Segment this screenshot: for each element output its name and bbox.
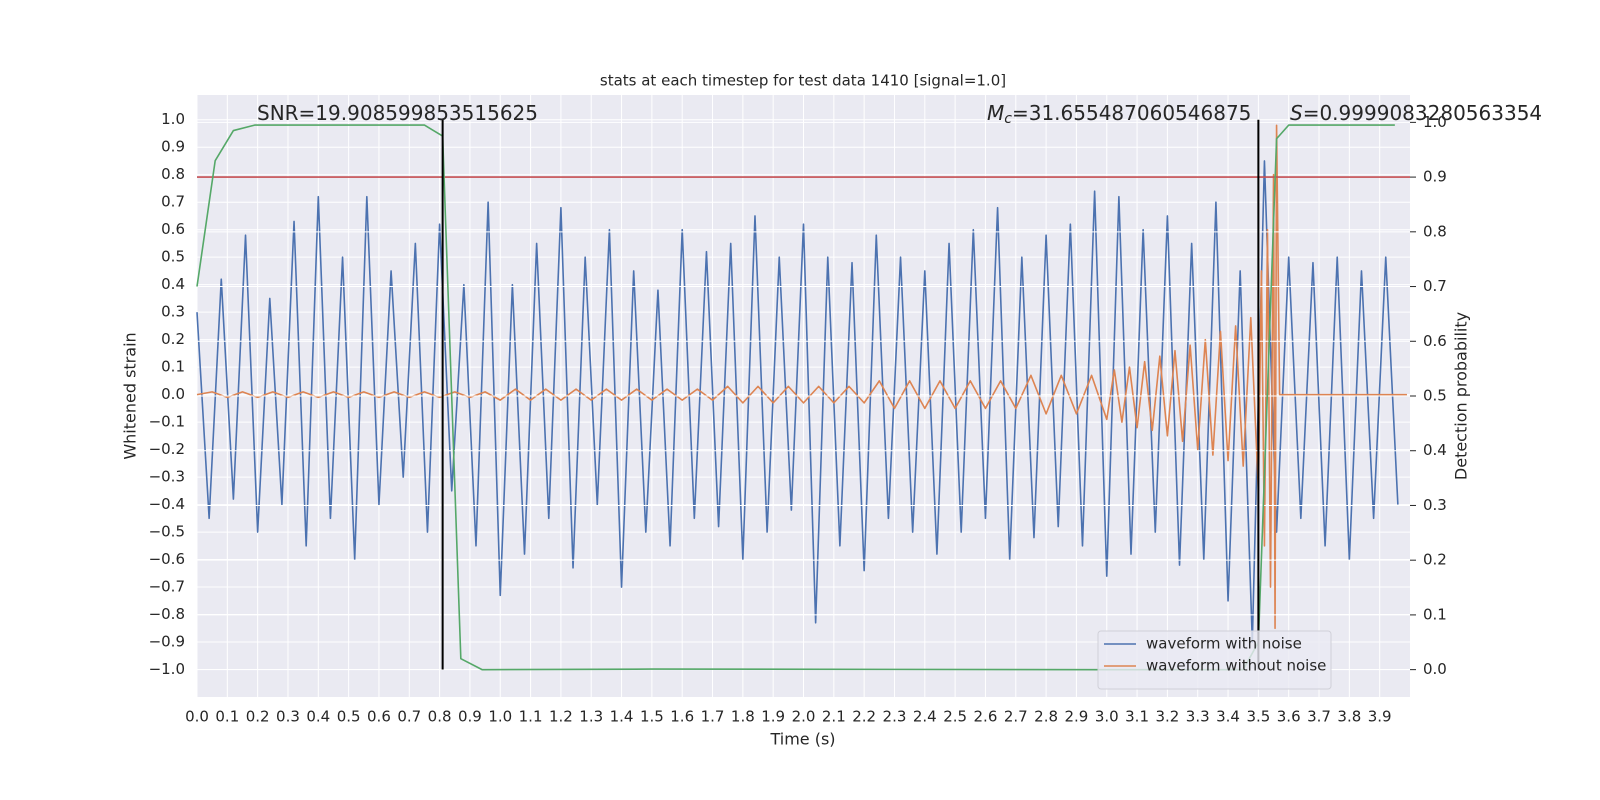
- x-tick-label: 2.5: [943, 708, 967, 726]
- x-tick-label: 3.9: [1368, 708, 1392, 726]
- x-tick-label: 3.4: [1216, 708, 1240, 726]
- x-tick-label: 2.8: [1034, 708, 1058, 726]
- x-tick-label: 3.0: [1095, 708, 1119, 726]
- x-tick-label: 2.6: [974, 708, 998, 726]
- y-tick-label: 0.1: [161, 358, 185, 376]
- x-tick-label: 0.0: [185, 708, 209, 726]
- y-tick-label: 0.4: [161, 275, 185, 293]
- x-tick-label: 1.8: [731, 708, 755, 726]
- x-tick-label: 0.1: [215, 708, 239, 726]
- y2-tick-label: 1.0: [1423, 113, 1447, 131]
- x-tick-label: 1.3: [579, 708, 603, 726]
- x-tick-label: 0.8: [428, 708, 452, 726]
- x-tick-label: 2.1: [822, 708, 846, 726]
- y-tick-label: −0.6: [149, 550, 185, 568]
- y-tick-label: 0.7: [161, 193, 185, 211]
- y-tick-label: 0.3: [161, 303, 185, 321]
- x-tick-label: 2.9: [1064, 708, 1088, 726]
- y2-tick-label: 0.4: [1423, 441, 1447, 459]
- y-tick-label: 0.2: [161, 330, 185, 348]
- y-tick-label: −0.4: [149, 495, 185, 513]
- x-tick-label: 2.4: [913, 708, 937, 726]
- x-tick-label: 2.3: [883, 708, 907, 726]
- x-tick-label: 0.7: [397, 708, 421, 726]
- annotation-subscript: c: [1004, 111, 1012, 127]
- x-tick-label: 3.7: [1307, 708, 1331, 726]
- y2-tick-label: 0.8: [1423, 222, 1447, 240]
- x-tick-label: 2.2: [852, 708, 876, 726]
- y-tick-label: −0.9: [149, 633, 185, 651]
- x-tick-label: 0.6: [367, 708, 391, 726]
- x-tick-label: 3.5: [1246, 708, 1270, 726]
- y-tick-label: −1.0: [149, 660, 185, 678]
- y2-tick-label: 0.1: [1423, 605, 1447, 623]
- x-tick-label: 2.0: [792, 708, 816, 726]
- annotation: SNR=19.908599853515625: [257, 101, 538, 125]
- x-tick-label: 0.5: [337, 708, 361, 726]
- annotation: S=0.9999083280563354: [1290, 101, 1542, 125]
- annotation-text: =31.655487060546875: [1012, 101, 1251, 125]
- x-axis-label: Time (s): [769, 730, 835, 749]
- x-tick-label: 1.5: [640, 708, 664, 726]
- y-tick-label: 1.0: [161, 110, 185, 128]
- y-tick-label: −0.2: [149, 440, 185, 458]
- y-tick-label: −0.7: [149, 578, 185, 596]
- x-tick-label: 3.6: [1277, 708, 1301, 726]
- x-tick-label: 0.4: [306, 708, 330, 726]
- series-line: [196, 124, 1407, 630]
- y2-axis-label: Detection probability: [1452, 312, 1471, 480]
- x-tick-label: 1.4: [610, 708, 634, 726]
- annotation-symbol: M: [987, 101, 1004, 125]
- x-tick-label: 0.2: [246, 708, 270, 726]
- annotation-text: =0.9999083280563354: [1303, 101, 1542, 125]
- x-tick-label: 1.0: [488, 708, 512, 726]
- y-tick-label: 0.8: [161, 165, 185, 183]
- annotation-symbol: S: [1290, 101, 1303, 125]
- x-tick-label: 3.3: [1186, 708, 1210, 726]
- y2-tick-label: 0.7: [1423, 277, 1447, 295]
- x-tick-label: 0.3: [276, 708, 300, 726]
- x-tick-label: 1.6: [670, 708, 694, 726]
- legend-label: waveform without noise: [1146, 657, 1326, 675]
- y2-tick-label: 0.0: [1423, 660, 1447, 678]
- y-tick-label: −0.3: [149, 468, 185, 486]
- x-tick-label: 2.7: [1004, 708, 1028, 726]
- y-axis-label: Whitened strain: [121, 332, 140, 459]
- x-tick-label: 3.2: [1155, 708, 1179, 726]
- y2-tick-label: 0.3: [1423, 496, 1447, 514]
- chart-title: stats at each timestep for test data 141…: [600, 72, 1006, 90]
- x-tick-label: 3.8: [1337, 708, 1361, 726]
- y-tick-label: 0.6: [161, 220, 185, 238]
- y-tick-label: −0.5: [149, 523, 185, 541]
- x-tick-label: 1.9: [761, 708, 785, 726]
- series-line: [196, 124, 1395, 671]
- legend-box: [1097, 630, 1332, 690]
- x-tick-label: 1.1: [519, 708, 543, 726]
- y-tick-label: −0.1: [149, 413, 185, 431]
- annotation: Mc=31.655487060546875: [987, 101, 1251, 128]
- y2-tick-label: 0.5: [1423, 387, 1447, 405]
- legend-label: waveform with noise: [1146, 635, 1302, 653]
- y2-tick-label: 0.2: [1423, 551, 1447, 569]
- y-tick-label: 0.9: [161, 138, 185, 156]
- x-tick-label: 1.2: [549, 708, 573, 726]
- y-tick-label: 0.5: [161, 248, 185, 266]
- x-tick-label: 3.1: [1125, 708, 1149, 726]
- annotation-text: SNR=19.908599853515625: [257, 101, 538, 125]
- y2-tick-label: 0.6: [1423, 332, 1447, 350]
- y2-tick-label: 0.9: [1423, 168, 1447, 186]
- x-tick-label: 0.9: [458, 708, 482, 726]
- series-line: [196, 160, 1399, 643]
- x-tick-label: 1.7: [701, 708, 725, 726]
- y-tick-label: 0.0: [161, 385, 185, 403]
- y-tick-label: −0.8: [149, 605, 185, 623]
